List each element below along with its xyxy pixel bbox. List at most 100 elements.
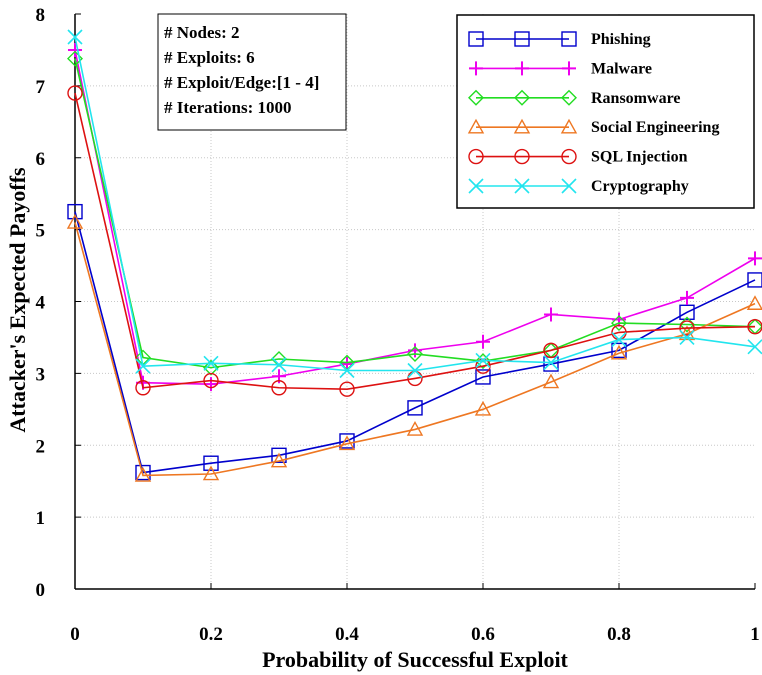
x-tick-label: 0.2 — [199, 624, 223, 645]
legend-marker-social-engineering — [467, 118, 485, 134]
legend-label-cryptography: Cryptography — [591, 178, 689, 195]
legend-marker-cryptography — [561, 178, 577, 194]
y-tick-label: 8 — [36, 5, 46, 26]
data-point-ransomware — [611, 315, 627, 332]
data-point-ransomware — [203, 359, 219, 376]
data-point-social-engineering — [406, 420, 424, 436]
legend-label-malware: Malware — [591, 60, 652, 77]
data-point-cryptography — [679, 329, 695, 346]
y-tick-label: 5 — [36, 221, 46, 242]
y-tick-label: 7 — [36, 77, 46, 98]
data-point-malware — [68, 42, 82, 57]
legend-frame — [456, 14, 755, 209]
y-axis-title: Attacker's Expected Payoffs — [5, 167, 30, 433]
data-point-social-engineering — [610, 344, 628, 360]
data-point-phishing — [135, 464, 151, 481]
y-tick-label: 6 — [36, 149, 46, 170]
data-point-phishing — [747, 272, 762, 288]
data-point-malware — [748, 251, 762, 266]
info-exploit-edge: # Exploit/Edge:[1 - 4] — [164, 73, 319, 92]
data-point-phishing — [203, 455, 219, 471]
legend-marker-sql-injection — [468, 148, 484, 165]
legend-label-sql-injection: SQL Injection — [591, 149, 688, 166]
data-point-phishing — [339, 433, 355, 449]
data-point-malware — [204, 377, 218, 392]
data-point-phishing — [475, 369, 491, 385]
data-point-social-engineering — [134, 466, 152, 482]
x-tick-label: 1 — [750, 624, 760, 645]
data-point-cryptography — [339, 362, 355, 379]
data-point-sql-injection — [203, 372, 219, 389]
x-tick-label: 0 — [70, 624, 80, 645]
legend-item-sql-injection: SQL Injection — [468, 148, 688, 166]
data-point-cryptography — [67, 29, 83, 45]
data-point-phishing — [271, 447, 287, 464]
x-tick-label: 0.6 — [471, 624, 495, 645]
series-line-social-engineering — [74, 222, 756, 477]
info-iterations: # Iterations: 1000 — [164, 98, 291, 117]
data-point-sql-injection — [543, 342, 559, 359]
info-box: # Nodes: 2 # Exploits: 6 # Exploit/Edge:… — [157, 13, 347, 131]
data-point-phishing — [679, 304, 695, 320]
legend-item-social-engineering: Social Engineering — [467, 118, 719, 136]
data-point-cryptography — [135, 358, 151, 374]
data-point-cryptography — [271, 357, 287, 373]
data-point-phishing — [407, 400, 423, 416]
y-tick-label: 2 — [36, 436, 46, 457]
grid-layer — [75, 14, 755, 589]
y-tick-label: 0 — [36, 580, 46, 601]
series-line-phishing — [74, 211, 756, 474]
legend-label-phishing: Phishing — [591, 31, 651, 48]
data-point-social-engineering — [66, 213, 84, 229]
info-nodes: # Nodes: 2 — [164, 23, 240, 42]
series-cryptography — [67, 29, 762, 379]
data-point-phishing — [67, 203, 83, 220]
info-box-frame — [157, 13, 347, 131]
legend-label-social-engineering: Social Engineering — [591, 119, 719, 136]
data-point-malware — [544, 307, 558, 322]
data-point-sql-injection — [135, 380, 151, 396]
data-point-ransomware — [407, 345, 423, 362]
data-point-malware — [612, 312, 626, 327]
data-point-cryptography — [543, 355, 559, 371]
legend-marker-ransomware — [468, 89, 484, 106]
data-point-malware — [680, 290, 694, 305]
y-tick-label: 4 — [36, 293, 46, 314]
data-point-cryptography — [611, 332, 627, 348]
data-point-social-engineering — [270, 452, 288, 468]
legend-marker-cryptography — [468, 178, 484, 194]
legend-marker-malware — [562, 61, 576, 76]
series-line-sql-injection — [74, 92, 756, 390]
data-point-ransomware — [271, 351, 287, 367]
legend: Phishing Malware Ransomware Social Engineer… — [456, 14, 755, 209]
legend-label-ransomware: Ransomware — [591, 90, 680, 107]
series-layer — [66, 29, 762, 482]
legend-marker-malware — [515, 61, 529, 76]
legend-marker-cryptography — [514, 178, 530, 194]
legend-item-malware: Malware — [469, 60, 652, 77]
axis-layer: 0 1 2 3 4 5 6 7 8 0 0.2 0.4 0.6 0.8 1 — [36, 5, 760, 645]
x-axis-title: Probability of Successful Exploit — [262, 647, 568, 672]
x-tick-label: 0.4 — [335, 624, 359, 645]
info-exploits: # Exploits: 6 — [164, 48, 255, 67]
data-point-malware — [408, 343, 422, 358]
data-point-sql-injection — [271, 380, 287, 396]
data-point-phishing — [611, 342, 627, 359]
data-point-sql-injection — [67, 85, 83, 101]
legend-marker-ransomware — [561, 89, 577, 106]
legend-marker-malware — [469, 61, 483, 76]
data-point-social-engineering — [542, 373, 560, 389]
data-point-cryptography — [475, 352, 491, 369]
data-point-social-engineering — [202, 465, 220, 481]
legend-marker-social-engineering — [560, 118, 578, 134]
data-point-social-engineering — [474, 400, 492, 416]
legend-marker-ransomware — [514, 89, 530, 106]
legend-item-cryptography: Cryptography — [468, 178, 689, 195]
legend-item-ransomware: Ransomware — [468, 89, 680, 107]
data-point-ransomware — [475, 353, 491, 370]
legend-marker-sql-injection — [561, 148, 577, 165]
data-point-social-engineering — [338, 435, 356, 451]
legend-marker-social-engineering — [513, 118, 531, 134]
x-tick-label: 0.8 — [607, 624, 631, 645]
